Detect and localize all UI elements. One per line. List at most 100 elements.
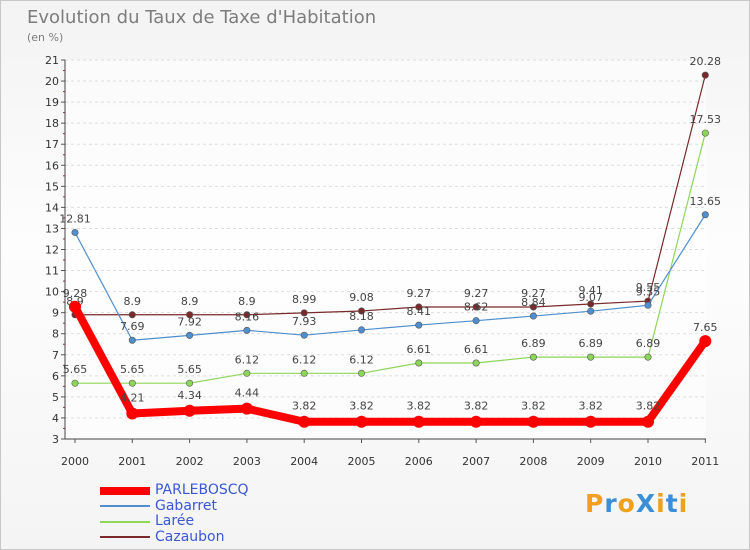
data-point — [470, 415, 483, 428]
y-tick-label: 7 — [52, 349, 59, 362]
series-line-gabarret — [74, 214, 706, 341]
data-label: 7.92 — [177, 315, 202, 328]
data-label: 3.82 — [292, 400, 317, 413]
y-tick-label: 19 — [45, 96, 59, 109]
data-label: 9.41 — [578, 284, 603, 297]
data-point — [71, 228, 79, 236]
legend-swatch-parleboscq — [100, 486, 150, 495]
data-point — [415, 321, 423, 329]
chart-title: Evolution du Taux de Taxe d'Habitation — [27, 7, 377, 28]
data-point — [527, 415, 540, 428]
data-point — [415, 359, 423, 367]
data-point — [472, 303, 480, 311]
data-point — [355, 415, 368, 428]
y-tick-label: 13 — [45, 222, 59, 235]
data-label: 9.27 — [407, 287, 432, 300]
legend-swatch-laree — [100, 520, 150, 523]
data-point — [243, 311, 251, 319]
data-point — [128, 379, 136, 387]
data-label: 6.61 — [464, 343, 489, 356]
data-point — [357, 326, 365, 334]
data-point — [644, 353, 652, 361]
data-point — [701, 71, 709, 79]
legend-label-gabarret: Gabarret — [155, 497, 217, 514]
data-point — [529, 353, 537, 361]
y-tick-label: 9 — [52, 307, 59, 320]
data-point — [587, 307, 595, 315]
y-tick-label: 16 — [45, 159, 59, 172]
data-point — [701, 211, 709, 219]
data-label: 6.61 — [407, 343, 432, 356]
data-label: 9.28 — [63, 287, 88, 300]
series-line-cazaubon — [74, 74, 706, 316]
legend-label-parleboscq: PARLEBOSCQ — [155, 482, 249, 499]
x-tick-label: 2003 — [233, 455, 261, 468]
y-tick-label: 17 — [45, 138, 59, 151]
logo-letter: P — [585, 489, 605, 518]
data-label: 8.84 — [521, 296, 546, 309]
legend-item-laree[interactable]: Larée — [100, 514, 249, 530]
legend-item-gabarret[interactable]: Gabarret — [100, 497, 249, 515]
x-tick-label: 2009 — [577, 455, 605, 468]
data-point — [412, 415, 425, 428]
data-label: 8.9 — [124, 295, 142, 308]
data-point — [587, 300, 595, 308]
series-line-larée — [74, 132, 706, 384]
data-point — [243, 369, 251, 377]
y-tick-label: 8 — [52, 328, 59, 341]
data-label: 5.65 — [120, 363, 145, 376]
data-label: 9.07 — [578, 291, 603, 304]
y-tick-label: 15 — [45, 180, 59, 193]
data-point — [357, 369, 365, 377]
y-tick-label: 12 — [45, 244, 59, 257]
data-label: 3.82 — [464, 400, 489, 413]
data-label: 7.69 — [120, 320, 145, 333]
data-label: 8.41 — [407, 305, 432, 318]
data-label: 6.12 — [292, 353, 317, 366]
legend-item-parleboscq[interactable]: PARLEBOSCQ — [100, 483, 249, 499]
data-label: 4.34 — [177, 389, 202, 402]
data-label: 4.21 — [120, 392, 145, 405]
x-tick-label: 2010 — [634, 455, 662, 468]
data-point — [243, 326, 251, 334]
logo-letter: i — [656, 489, 666, 518]
legend-label-laree: Larée — [155, 513, 195, 530]
data-point — [644, 301, 652, 309]
data-label: 17.53 — [690, 113, 722, 126]
data-label: 5.65 — [63, 363, 88, 376]
data-label: 3.82 — [636, 400, 661, 413]
data-point — [699, 335, 712, 348]
data-point — [186, 379, 194, 387]
data-point — [529, 303, 537, 311]
series-line-parleboscq — [71, 302, 710, 426]
data-label: 20.28 — [690, 55, 722, 68]
data-label: 8.9 — [181, 295, 199, 308]
y-tick-label: 5 — [52, 391, 59, 404]
x-tick-label: 2002 — [176, 455, 204, 468]
y-tick-label: 18 — [45, 117, 59, 130]
data-point — [701, 129, 709, 137]
x-tick-label: 2005 — [348, 455, 376, 468]
data-point — [642, 415, 654, 428]
data-label: 6.89 — [521, 337, 546, 350]
legend-item-cazaubon[interactable]: Cazaubon — [100, 529, 249, 546]
data-point — [186, 311, 194, 319]
data-point — [71, 379, 79, 387]
data-label: 9.27 — [521, 287, 546, 300]
data-point — [69, 300, 81, 313]
x-tick-label: 2011 — [691, 455, 719, 468]
y-tick-label: 10 — [45, 286, 59, 299]
logo-letter: o — [617, 489, 636, 518]
data-point — [298, 415, 311, 428]
data-point — [587, 353, 595, 361]
y-tick-label: 14 — [45, 201, 59, 214]
legend-swatch-cazaubon — [100, 536, 150, 539]
data-point — [472, 317, 480, 325]
data-label: 8.18 — [349, 310, 374, 323]
data-point — [186, 331, 194, 339]
data-point — [126, 407, 139, 420]
data-point — [300, 309, 308, 317]
data-point — [472, 359, 480, 367]
data-label: 6.12 — [235, 353, 260, 366]
